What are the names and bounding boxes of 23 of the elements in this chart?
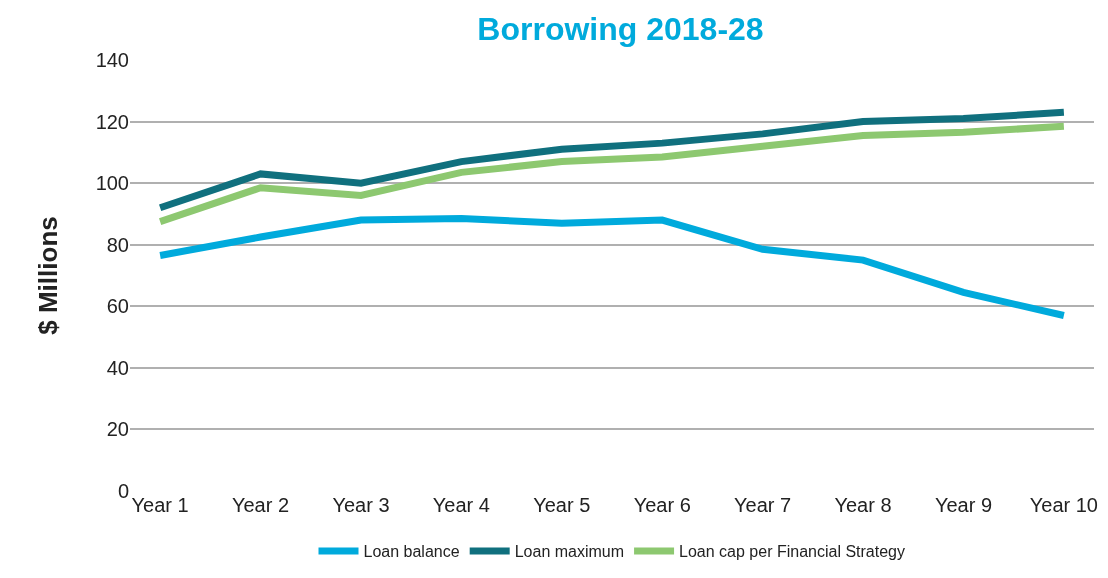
x-tick-label: Year 10 — [1029, 494, 1098, 516]
y-tick-label: 60 — [106, 295, 129, 318]
y-tick-label: 140 — [95, 49, 129, 71]
x-tick-label: Year 8 — [834, 494, 892, 516]
x-tick-label: Year 4 — [432, 494, 490, 516]
x-tick-label: Year 1 — [131, 494, 189, 516]
y-tick-label: 0 — [117, 480, 129, 502]
legend-label: Loan balance — [363, 543, 460, 561]
x-tick-label: Year 7 — [734, 494, 792, 516]
y-axis-title: $ Millions — [33, 216, 64, 335]
x-tick-label: Year 3 — [332, 494, 390, 516]
chart-title: Borrowing 2018-28 — [477, 10, 764, 47]
x-tick-label: Year 2 — [231, 494, 290, 516]
y-tick-label: 40 — [106, 356, 129, 379]
y-tick-label: 80 — [106, 233, 129, 256]
legend-label: Loan maximum — [514, 543, 625, 561]
x-tick-label: Year 5 — [533, 494, 591, 516]
y-tick-label: 20 — [106, 418, 129, 441]
y-tick-label: 100 — [95, 172, 129, 195]
legend-label: Loan cap per Financial Strategy — [679, 543, 905, 561]
x-tick-label: Year 9 — [934, 494, 993, 516]
y-tick-label: 120 — [95, 110, 129, 133]
x-tick-label: Year 6 — [633, 494, 691, 516]
